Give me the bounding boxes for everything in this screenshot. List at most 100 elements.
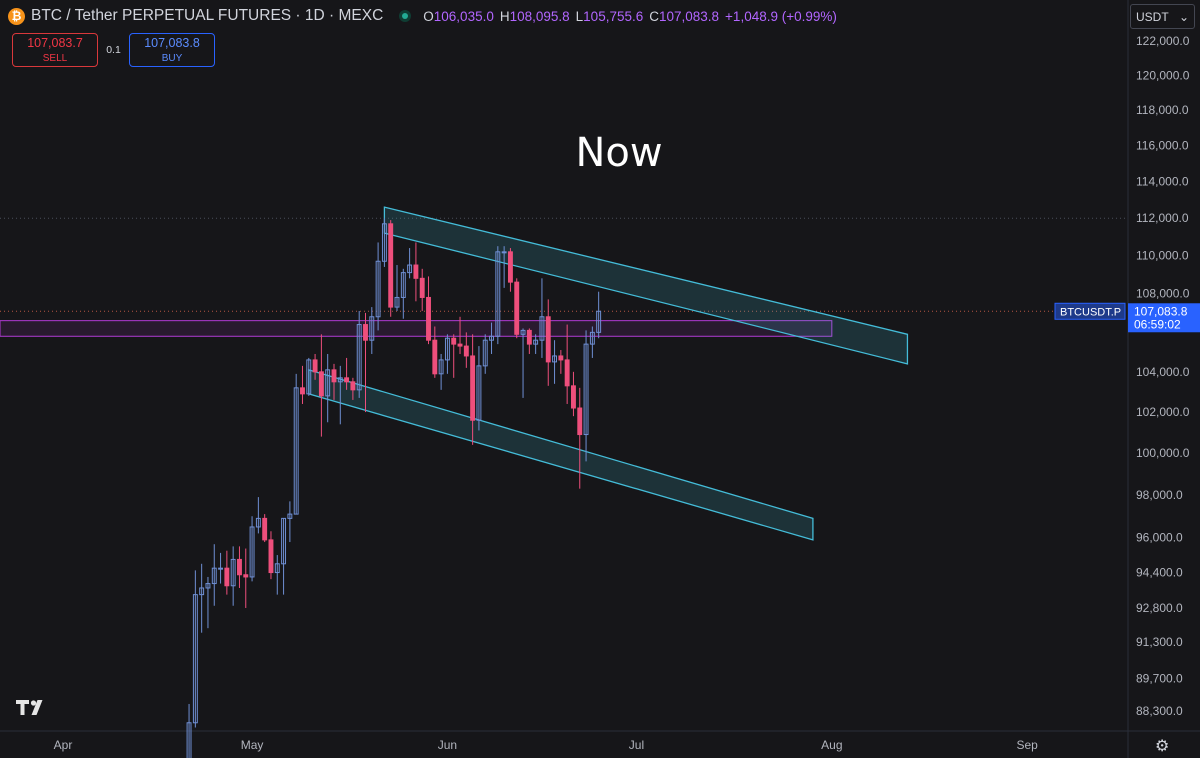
price-tick-label: 89,700.0 [1136,671,1183,685]
candle [274,555,280,595]
bitcoin-icon: ₿ [8,7,25,25]
candle [539,278,545,358]
annotation-now-text: Now [575,130,662,176]
candle-body [520,329,526,335]
candle-body [318,371,324,397]
candle [224,550,230,595]
candle-body [218,567,224,570]
candle-body [344,377,350,383]
time-tick-label: Apr [54,738,73,752]
price-tick-label: 100,000.0 [1136,446,1190,460]
market-open-icon [399,10,412,22]
low-label: L [575,8,584,24]
support-zone-rect [0,320,833,337]
candle [381,218,387,267]
price-tick-label: 110,000.0 [1136,249,1189,263]
candle-body [268,539,274,574]
price-tick-label: 91,300.0 [1136,635,1183,649]
candle-body [570,385,576,409]
candle-body [444,337,450,361]
currency-select[interactable]: USDT ⌄ [1130,4,1195,29]
candle-body [558,355,564,361]
candle [432,326,438,378]
candle [577,387,583,489]
price-tick-label: 98,000.0 [1136,488,1183,502]
candle-body [337,377,343,383]
candle [520,328,526,398]
candle-body [394,296,400,308]
candle [589,326,595,358]
candle-body [400,272,406,298]
candle-body [463,345,469,357]
price-tick-label: 122,000.0 [1136,34,1190,48]
candle-body [438,359,444,375]
candle [552,340,558,384]
candle-body [199,587,205,596]
candle-body [533,339,539,345]
price-tick-label: 114,000.0 [1136,175,1189,189]
change-value: +1,048.9 (+0.99%) [725,8,837,24]
countdown-text: 06:59:02 [1134,317,1181,331]
candle [369,307,375,354]
sell-button[interactable]: 107,083.7 SELL [12,33,98,67]
candle [413,242,419,302]
candle-body [293,387,299,515]
candle-body [230,558,236,587]
candle [463,332,469,368]
candle-body [281,517,287,565]
candle [533,334,539,354]
candle [192,570,198,728]
candle-body [211,567,217,585]
candle [306,357,312,396]
price-tick-label: 94,400.0 [1136,566,1183,580]
sell-price: 107,083.7 [27,36,83,50]
candle-body [526,329,532,345]
price-tick-label: 120,000.0 [1136,68,1190,82]
candle [545,299,551,386]
candle-body [552,355,558,363]
open-label: O [423,8,434,24]
candle [444,334,450,374]
price-tick-label: 102,000.0 [1136,405,1190,419]
symbol-title[interactable]: BTC / Tether PERPETUAL FUTURES · 1D · ME… [31,7,384,24]
trade-panel: 107,083.7 SELL 0.1 107,083.8 BUY [12,33,215,67]
candle [356,310,362,398]
candle [526,328,532,354]
candle-body [262,517,268,541]
price-tick-label: 88,300.0 [1136,704,1183,718]
gear-icon[interactable]: ⚙ [1155,738,1170,755]
candle-body [287,513,293,519]
close-value: 107,083.8 [658,8,720,24]
candle-body [589,331,595,345]
last-price-text: 107,083.8 [1134,304,1188,318]
candle-body [363,324,368,341]
time-tick-label: May [241,738,264,752]
candle-body [243,574,249,578]
candle-body [564,359,570,387]
time-tick-label: Jun [438,738,457,752]
chevron-down-icon: ⌄ [1178,9,1189,24]
candle [211,544,217,606]
candle-body [413,264,419,279]
candle-body [369,316,375,341]
candle [426,276,431,345]
candle-body [514,281,520,335]
candle-body [457,343,463,347]
price-tick-label: 112,000.0 [1136,211,1189,225]
symbol-tag-text: BTCUSDT.P [1060,306,1121,318]
candle [470,334,476,445]
high-label: H [499,8,510,24]
candle [419,268,425,311]
tradingview-logo-icon[interactable] [15,697,49,717]
candle-body [274,563,280,574]
sell-label: SELL [42,53,68,64]
candle-body [432,339,438,375]
candle [300,365,305,404]
candle-body [224,567,230,587]
candle [457,316,463,354]
currency-value: USDT [1136,9,1169,24]
candle-body [388,223,394,308]
buy-button[interactable]: 107,083.8 BUY [129,33,215,67]
